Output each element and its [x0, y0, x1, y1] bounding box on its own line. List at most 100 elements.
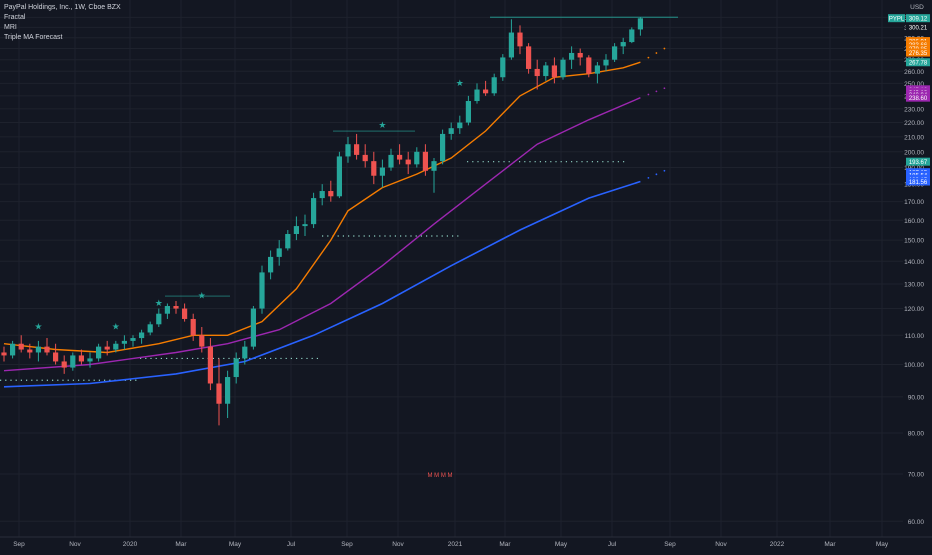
price-badge — [906, 157, 930, 166]
candle-body — [190, 318, 196, 336]
indicator-triple-ma[interactable]: Triple MA Forecast — [4, 34, 63, 41]
candle-body — [199, 335, 205, 347]
currency-label: USD — [910, 4, 924, 11]
time-tick-label: May — [229, 541, 242, 548]
candle-body — [560, 59, 566, 78]
candle-body — [440, 133, 446, 162]
candle-body — [61, 361, 67, 368]
symbol-title: PayPal Holdings, Inc., 1W, Cboe BZX — [4, 4, 121, 11]
price-tick-label: 250.00 — [904, 81, 924, 88]
price-tick-label: 110.00 — [905, 333, 925, 340]
price-badge-label: 193.67 — [909, 160, 928, 166]
candle-body — [250, 308, 256, 347]
price-tick-label: 140.00 — [904, 259, 924, 266]
price-badge-label: 267.78 — [909, 61, 928, 67]
candle-body — [242, 346, 248, 359]
candle-body — [474, 89, 480, 102]
price-tick-label: 90.00 — [908, 394, 925, 401]
time-axis: Sep Nov 2020 Mar May Jul Sep Nov 2021 Mar May Jul Se… — [0, 536, 932, 550]
candle-body — [1, 352, 7, 356]
candle-body — [397, 154, 403, 160]
price-tick-label: 200.00 — [904, 149, 924, 156]
price-badge — [906, 23, 930, 32]
candle-body — [517, 32, 523, 47]
candle-body — [216, 383, 222, 404]
candle-body — [182, 308, 188, 319]
fractal-star-icon: ★ — [155, 298, 163, 308]
price-axis: USD310.00300.00290.00280.00270.00260.002… — [888, 0, 932, 550]
price-badge-label: 309.12 — [909, 17, 928, 23]
candles — [1, 17, 643, 426]
time-tick-label: May — [876, 541, 889, 548]
candle-body — [18, 343, 24, 350]
candle-body — [629, 29, 635, 43]
ma-slow-line — [3, 180, 641, 388]
candle-body — [345, 144, 351, 157]
candle-body — [586, 57, 592, 74]
ma-forecast-dot — [647, 176, 650, 179]
ma-forecast-dot — [663, 169, 666, 172]
price-badge — [906, 93, 930, 102]
candle-body — [328, 191, 334, 197]
ma-forecast-dot — [663, 87, 666, 90]
candle-body — [139, 332, 145, 339]
candle-body — [156, 313, 162, 325]
candle-body — [534, 68, 540, 77]
support-dots — [0, 161, 628, 381]
candle-body — [612, 46, 618, 60]
time-tick-label: 2022 — [770, 541, 785, 548]
candle-body — [44, 346, 50, 353]
time-tick-label: May — [555, 541, 568, 548]
ma-forecast-dot — [655, 52, 658, 54]
price-tick-label: 260.00 — [904, 69, 924, 76]
time-tick-label: Mar — [499, 541, 511, 548]
candle-body — [78, 355, 84, 362]
price-tick-label: 60.00 — [908, 519, 925, 526]
price-tick-label: 160.00 — [904, 218, 924, 225]
fractal-star-icon: ★ — [378, 120, 386, 130]
candle-body — [637, 18, 643, 30]
candle-body — [491, 77, 497, 94]
ma-mid-line — [3, 97, 641, 372]
price-badge — [906, 177, 930, 186]
candle-body — [121, 340, 127, 344]
ma-forecast-dot — [647, 56, 650, 59]
candle-body — [577, 52, 583, 58]
ma-forecast-dot — [647, 93, 650, 96]
candle-body — [457, 122, 463, 129]
indicator-mri[interactable]: MRI — [4, 24, 17, 31]
candle-body — [233, 358, 239, 378]
candle-body — [594, 65, 600, 74]
price-tick-label: 80.00 — [908, 430, 925, 437]
indicator-fractal[interactable]: Fractal — [4, 14, 26, 21]
candle-body — [371, 161, 377, 176]
time-tick-label: Nov — [392, 541, 404, 548]
candle-body — [500, 57, 506, 78]
candle-body — [302, 224, 308, 227]
ma-forecast-dot — [655, 173, 658, 176]
ma-forecast-dot — [655, 90, 658, 93]
price-badge-label: 276.35 — [909, 51, 928, 57]
candle-body — [336, 156, 342, 197]
candle-body — [431, 161, 437, 171]
price-badge — [906, 14, 930, 23]
price-badge — [888, 14, 905, 23]
price-badge — [906, 48, 930, 57]
time-tick-label: 2020 — [123, 541, 138, 548]
candle-body — [96, 346, 102, 359]
candle-body — [173, 306, 179, 309]
candle-body — [603, 59, 609, 66]
time-tick-label: Sep — [13, 541, 25, 548]
time-tick-label: Sep — [341, 541, 353, 548]
candle-body — [319, 191, 325, 199]
candle-body — [104, 346, 110, 350]
candle-body — [285, 234, 291, 249]
price-tick-label: 210.00 — [904, 134, 924, 141]
bottom-marks: M M M M — [428, 473, 453, 479]
candle-body — [259, 272, 265, 309]
candle-body — [35, 346, 41, 353]
candle-body — [27, 349, 33, 353]
candle-body — [526, 46, 532, 69]
